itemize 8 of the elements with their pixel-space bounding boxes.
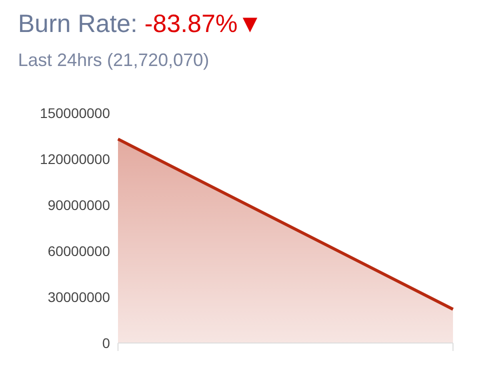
chart-subtitle: Last 24hrs (21,720,070) <box>17 50 210 71</box>
y-tick-label: 30000000 <box>48 288 110 305</box>
chart-title: Burn Rate: -83.87%▼ <box>17 9 264 40</box>
y-tick-label: 0 <box>102 334 110 351</box>
y-tick-label: 60000000 <box>48 242 110 259</box>
y-tick-label: 150000000 <box>40 104 110 121</box>
y-tick-label: 90000000 <box>48 196 110 213</box>
y-tick-label: 120000000 <box>40 150 110 167</box>
